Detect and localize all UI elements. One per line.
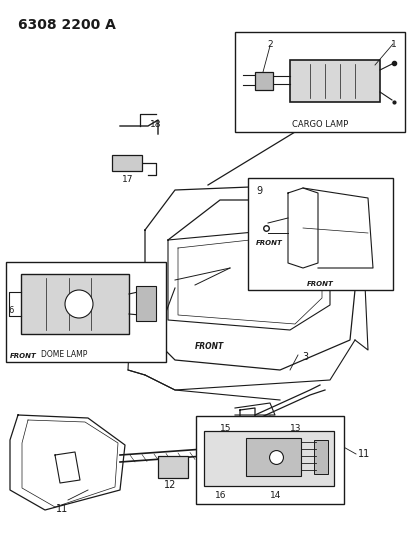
Text: 16: 16 [215,491,226,500]
Text: 11: 11 [56,504,68,514]
Text: 4: 4 [66,326,72,335]
Text: 9: 9 [255,186,261,196]
Text: 1: 1 [390,40,396,49]
Text: DOME LAMP: DOME LAMP [41,350,87,359]
Text: FRONT: FRONT [195,342,224,351]
Bar [6,262,166,362]
Text: FRONT: FRONT [255,240,282,246]
Bar [234,32,404,132]
Bar [289,60,379,102]
Bar [21,274,129,334]
Text: 10: 10 [88,326,98,335]
Text: 5: 5 [43,326,49,335]
Bar [204,431,333,486]
Text: 7: 7 [20,278,26,287]
Text: CARGO LAMP: CARGO LAMP [291,120,347,129]
Bar [136,286,155,321]
Bar [247,178,392,290]
Bar [254,72,272,90]
Text: FRONT: FRONT [10,353,37,359]
Text: 15: 15 [220,424,231,433]
Text: 3: 3 [301,352,308,362]
Text: 8: 8 [108,278,113,287]
Text: 6308 2200 A: 6308 2200 A [18,18,116,32]
Text: 6: 6 [8,306,13,315]
Text: 17: 17 [122,175,133,184]
Bar [112,155,142,171]
Bar [313,440,327,474]
Text: 11: 11 [357,449,369,459]
Text: FRONT: FRONT [306,281,333,287]
Text: 12: 12 [164,480,176,490]
Text: 13: 13 [290,424,301,433]
Bar [196,416,343,504]
Text: 2: 2 [267,40,272,49]
Text: 14: 14 [270,491,281,500]
Text: 18: 18 [150,119,161,128]
Circle shape [65,290,93,318]
Bar [245,438,300,476]
Bar [157,456,188,478]
